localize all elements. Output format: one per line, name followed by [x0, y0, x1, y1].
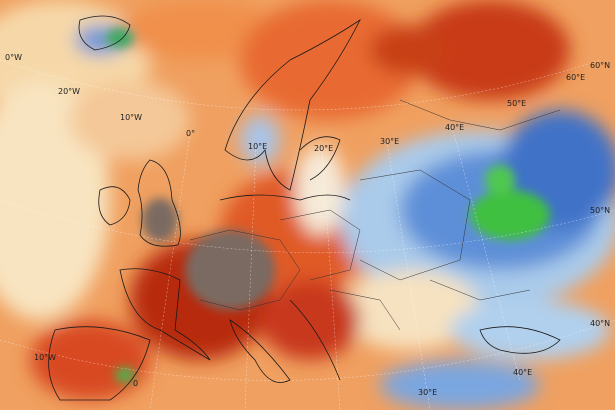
graticule-label: 50°E [507, 99, 526, 108]
graticule-label: 20°E [314, 144, 333, 153]
graticule-label: 50°N [590, 206, 610, 215]
graticule-label: 10°E [248, 142, 267, 151]
graticule-label: 10°W [34, 353, 56, 362]
graticule-label: 30°E [418, 388, 437, 397]
graticule-label: 60°E [566, 73, 585, 82]
coastlines [48, 15, 561, 401]
graticule-label: 10°W [120, 113, 142, 122]
borders [189, 99, 561, 331]
graticule-label: 40°E [445, 123, 464, 132]
graticule-label: 0 [133, 379, 138, 388]
graticule [0, 59, 615, 410]
graticule-label: 40°E [513, 368, 532, 377]
graticule-label: 60°N [590, 61, 610, 70]
graticule-label: 40°N [590, 319, 610, 328]
graticule-labels: 0°W 20°W 10°W 0° 10°E 20°E 30°E 40°E 50°… [5, 53, 610, 397]
graticule-label: 0° [186, 129, 195, 138]
graticule-label: 20°W [58, 87, 80, 96]
graticule-label: 30°E [380, 137, 399, 146]
graticule-label: 0°W [5, 53, 22, 62]
